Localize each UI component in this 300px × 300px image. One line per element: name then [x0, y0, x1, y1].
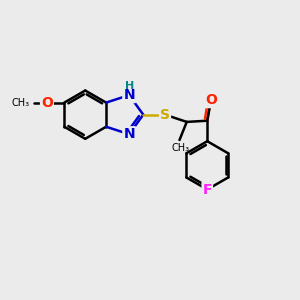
- Text: N: N: [123, 88, 135, 102]
- Text: CH₃: CH₃: [12, 98, 30, 108]
- Text: CH₃: CH₃: [172, 143, 190, 153]
- Text: F: F: [202, 182, 212, 197]
- Text: O: O: [205, 93, 217, 107]
- Text: O: O: [41, 96, 53, 110]
- Text: H: H: [125, 81, 134, 91]
- Text: N: N: [123, 127, 135, 141]
- Text: S: S: [160, 108, 170, 122]
